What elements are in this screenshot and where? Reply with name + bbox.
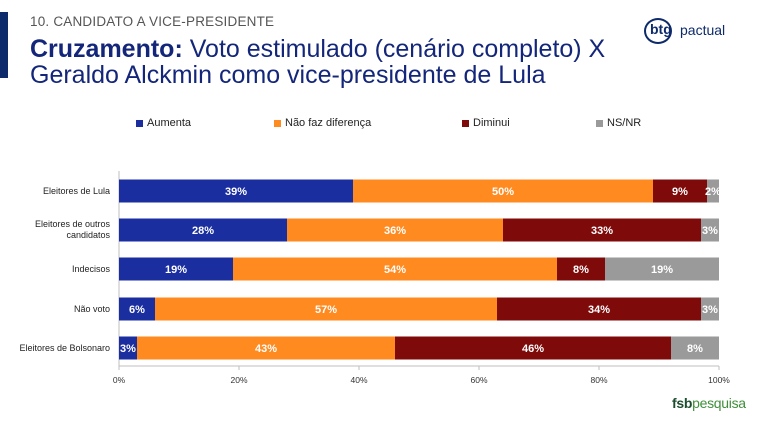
legend-label: NS/NR bbox=[607, 117, 642, 129]
fsb-logo-part1: fsb bbox=[672, 395, 693, 411]
category-label: Não voto bbox=[74, 304, 110, 314]
accent-bar bbox=[0, 12, 8, 78]
title-bold: Cruzamento: bbox=[30, 35, 183, 63]
logo-circle bbox=[644, 18, 672, 44]
fsb-logo-part2: pesquisa bbox=[692, 395, 746, 411]
bar-segment bbox=[701, 297, 719, 321]
chart-legend: Aumenta Não faz diferença Diminui NS/NR bbox=[0, 117, 768, 133]
data-label: 54% bbox=[384, 264, 406, 276]
bar-segment bbox=[557, 257, 605, 281]
bar-segment bbox=[119, 297, 155, 321]
legend-item: NS/NR bbox=[596, 117, 641, 129]
bar-segment bbox=[119, 336, 137, 360]
category-label: Eleitores de Bolsonaro bbox=[19, 343, 110, 353]
data-label: 19% bbox=[165, 264, 187, 276]
data-label: 39% bbox=[225, 186, 247, 198]
legend-swatch bbox=[136, 119, 143, 127]
x-tick-label: 20% bbox=[230, 375, 247, 385]
bar-segment bbox=[137, 336, 395, 360]
category-label: Eleitores de outros candidatos bbox=[35, 219, 111, 240]
data-label: 8% bbox=[573, 264, 589, 276]
data-label: 43% bbox=[255, 343, 277, 355]
data-label: 6% bbox=[129, 304, 145, 316]
section-label: 10. CANDIDATO A VICE-PRESIDENTE bbox=[30, 14, 275, 29]
legend-label: Diminui bbox=[473, 117, 510, 129]
bar-segment bbox=[605, 257, 719, 281]
title-rest: Voto estimulado (cenário completo) X Ger… bbox=[30, 35, 606, 89]
data-label: 33% bbox=[591, 225, 613, 237]
x-tick-label: 40% bbox=[350, 375, 367, 385]
bar-segment bbox=[707, 179, 719, 203]
bar-segment bbox=[233, 257, 557, 281]
bar-segment bbox=[119, 218, 287, 242]
data-label: 57% bbox=[315, 304, 337, 316]
data-label: 3% bbox=[120, 343, 136, 355]
fsb-pesquisa-logo: fsbpesquisa bbox=[672, 395, 746, 411]
x-tick-label: 60% bbox=[470, 375, 487, 385]
data-label: 3% bbox=[702, 304, 718, 316]
data-label: 8% bbox=[687, 343, 703, 355]
x-tick-label: 100% bbox=[708, 375, 730, 385]
bar-segment bbox=[497, 297, 701, 321]
page-title: Cruzamento: Voto estimulado (cenário com… bbox=[30, 36, 670, 88]
legend-label: Aumenta bbox=[147, 117, 192, 129]
legend-swatch bbox=[274, 119, 281, 127]
logo-sub: pactual bbox=[680, 22, 726, 38]
bar-segment bbox=[653, 179, 707, 203]
data-label: 19% bbox=[651, 264, 673, 276]
x-tick-label: 80% bbox=[590, 375, 607, 385]
legend-label: Não faz diferença bbox=[285, 117, 372, 129]
bar-segment bbox=[119, 257, 233, 281]
legend-swatch bbox=[596, 119, 603, 127]
data-label: 34% bbox=[588, 304, 610, 316]
legend-item: Não faz diferença bbox=[274, 117, 371, 129]
data-label: 9% bbox=[672, 186, 688, 198]
x-tick-label: 0% bbox=[113, 375, 126, 385]
data-label: 2% bbox=[705, 186, 721, 198]
legend-swatch bbox=[462, 119, 469, 127]
bar-segment bbox=[155, 297, 497, 321]
legend-item: Diminui bbox=[462, 117, 510, 129]
data-label: 50% bbox=[492, 186, 514, 198]
category-label: Indecisos bbox=[72, 264, 111, 274]
category-label: Eleitores de Lula bbox=[43, 186, 110, 196]
data-label: 3% bbox=[702, 225, 718, 237]
data-label: 46% bbox=[522, 343, 544, 355]
logo-main: btg bbox=[650, 21, 672, 37]
bar-segment bbox=[395, 336, 671, 360]
data-label: 36% bbox=[384, 225, 406, 237]
bar-segment bbox=[353, 179, 653, 203]
bar-segment bbox=[701, 218, 719, 242]
legend-item: Aumenta bbox=[136, 117, 191, 129]
data-label: 28% bbox=[192, 225, 214, 237]
bar-segment bbox=[503, 218, 701, 242]
bar-segment bbox=[119, 179, 353, 203]
bar-segment bbox=[671, 336, 719, 360]
bar-segment bbox=[287, 218, 503, 242]
